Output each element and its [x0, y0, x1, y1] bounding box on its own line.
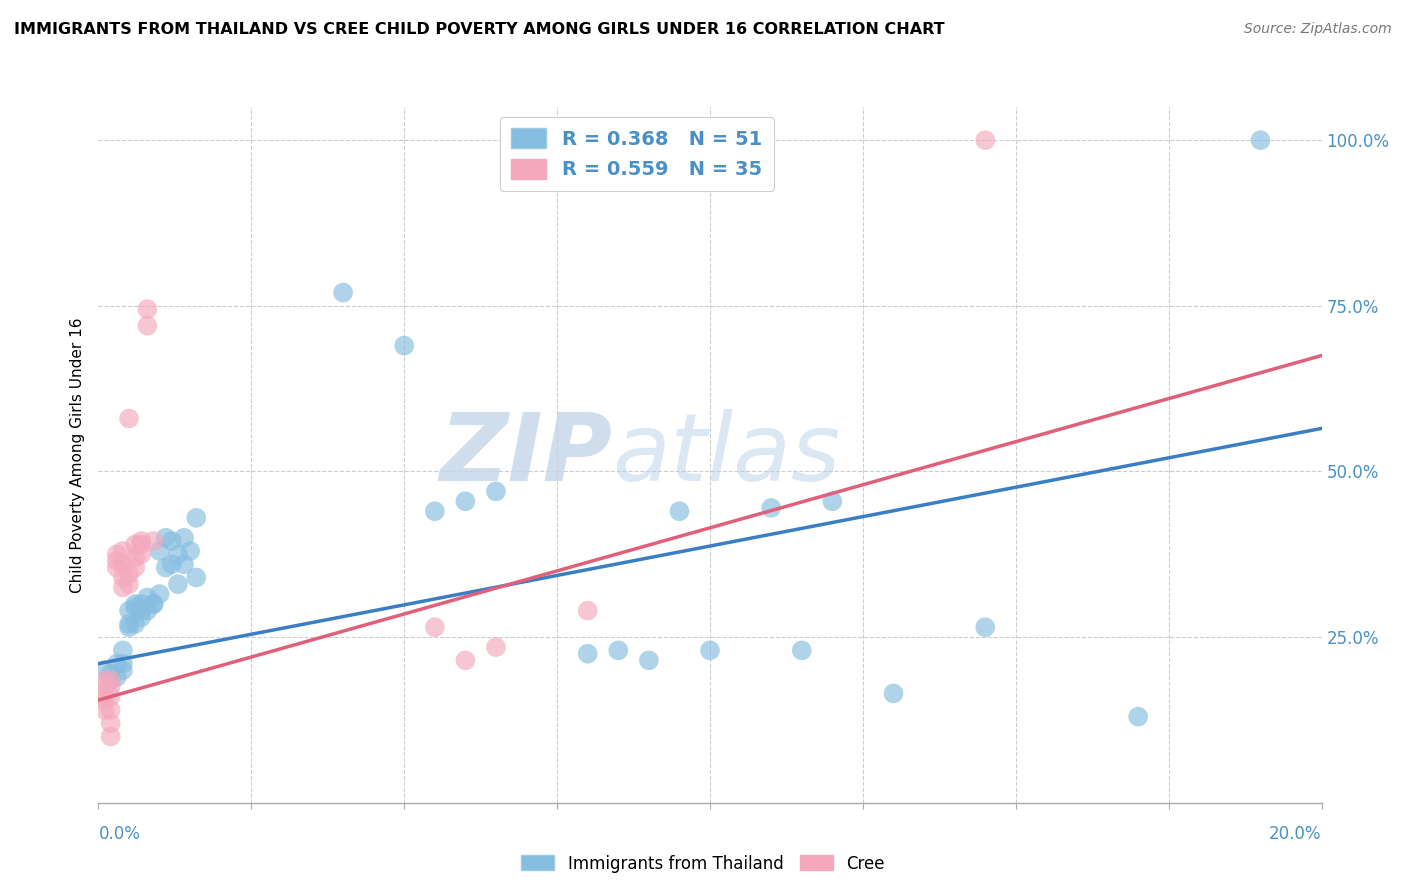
Point — [167, 577, 190, 591]
Y-axis label: Child Poverty Among Girls Under 16: Child Poverty Among Girls Under 16 — [69, 318, 84, 592]
Point — [142, 534, 165, 549]
Point — [100, 673, 122, 688]
Point — [160, 534, 183, 549]
Point — [118, 616, 141, 631]
Point — [100, 730, 122, 744]
Point — [454, 494, 477, 508]
Point — [124, 616, 146, 631]
Point — [105, 657, 128, 671]
Point — [93, 663, 115, 677]
Point — [118, 577, 141, 591]
Point — [699, 643, 721, 657]
Text: IMMIGRANTS FROM THAILAND VS CREE CHILD POVERTY AMONG GIRLS UNDER 16 CORRELATION : IMMIGRANTS FROM THAILAND VS CREE CHILD P… — [14, 22, 945, 37]
Point — [105, 554, 128, 568]
Point — [111, 663, 134, 677]
Point — [637, 653, 661, 667]
Point — [111, 570, 134, 584]
Point — [392, 338, 416, 352]
Point — [790, 643, 813, 657]
Point — [124, 600, 146, 615]
Point — [142, 597, 165, 611]
Point — [179, 544, 201, 558]
Point — [136, 591, 159, 605]
Point — [186, 570, 208, 584]
Point — [93, 673, 115, 688]
Point — [124, 597, 146, 611]
Point — [93, 693, 115, 707]
Point — [1128, 709, 1150, 723]
Point — [100, 673, 122, 688]
Point — [129, 604, 152, 618]
Legend: Immigrants from Thailand, Cree: Immigrants from Thailand, Cree — [515, 848, 891, 880]
Point — [111, 581, 134, 595]
Point — [111, 643, 134, 657]
Point — [136, 604, 159, 618]
Point — [155, 560, 177, 574]
Point — [607, 643, 630, 657]
Point — [173, 531, 195, 545]
Point — [155, 531, 177, 545]
Point — [111, 558, 134, 572]
Point — [136, 302, 159, 317]
Point — [974, 133, 997, 147]
Point — [423, 620, 446, 634]
Point — [129, 534, 152, 549]
Point — [160, 558, 183, 572]
Point — [100, 666, 122, 681]
Point — [105, 560, 128, 574]
Point — [167, 547, 190, 561]
Point — [118, 567, 141, 582]
Point — [668, 504, 690, 518]
Point — [93, 680, 115, 694]
Point — [883, 686, 905, 700]
Text: ZIP: ZIP — [439, 409, 612, 501]
Point — [576, 647, 599, 661]
Point — [821, 494, 844, 508]
Point — [118, 604, 141, 618]
Point — [129, 597, 152, 611]
Point — [124, 537, 146, 551]
Point — [100, 690, 122, 704]
Point — [129, 610, 152, 624]
Text: atlas: atlas — [612, 409, 841, 500]
Point — [118, 411, 141, 425]
Text: 20.0%: 20.0% — [1270, 825, 1322, 843]
Point — [124, 560, 146, 574]
Point — [149, 587, 172, 601]
Point — [100, 716, 122, 731]
Point — [149, 544, 172, 558]
Point — [129, 537, 152, 551]
Point — [93, 686, 115, 700]
Text: 0.0%: 0.0% — [98, 825, 141, 843]
Point — [485, 640, 508, 654]
Point — [100, 680, 122, 694]
Point — [93, 703, 115, 717]
Point — [485, 484, 508, 499]
Point — [759, 500, 782, 515]
Point — [129, 547, 152, 561]
Point — [105, 547, 128, 561]
Point — [423, 504, 446, 518]
Point — [974, 620, 997, 634]
Point — [454, 653, 477, 667]
Point — [100, 703, 122, 717]
Point — [332, 285, 354, 300]
Point — [111, 544, 134, 558]
Legend: R = 0.368   N = 51, R = 0.559   N = 35: R = 0.368 N = 51, R = 0.559 N = 35 — [499, 117, 773, 191]
Point — [124, 550, 146, 565]
Point — [111, 657, 134, 671]
Point — [118, 620, 141, 634]
Point — [186, 511, 208, 525]
Point — [142, 597, 165, 611]
Point — [173, 558, 195, 572]
Text: Source: ZipAtlas.com: Source: ZipAtlas.com — [1244, 22, 1392, 37]
Point — [105, 670, 128, 684]
Point — [1249, 133, 1271, 147]
Point — [576, 604, 599, 618]
Point — [136, 318, 159, 333]
